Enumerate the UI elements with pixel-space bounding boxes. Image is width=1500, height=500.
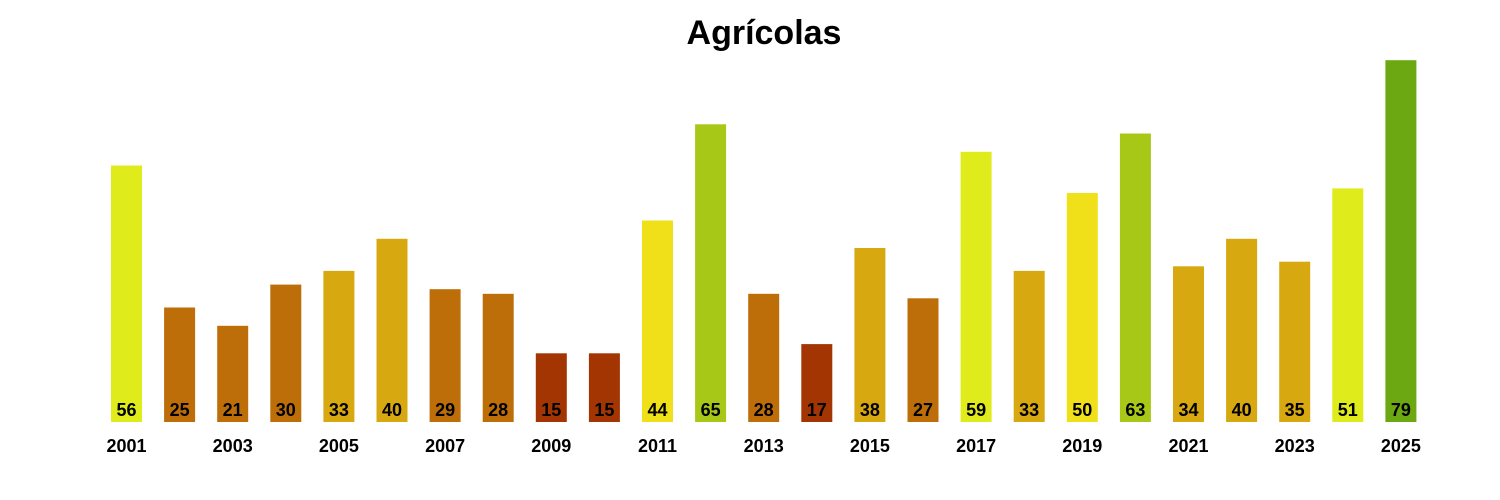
value-label-2024: 51 <box>1338 400 1358 420</box>
value-label-2001: 56 <box>116 400 136 420</box>
bar-2006 <box>376 238 408 422</box>
bar-2007 <box>429 289 461 422</box>
x-tick-label-2015: 2015 <box>850 436 890 456</box>
value-label-2013: 28 <box>754 400 774 420</box>
bar-2011 <box>642 220 673 422</box>
chart-title: Agrícolas <box>687 14 842 52</box>
value-label-2021: 34 <box>1178 400 1198 420</box>
value-label-2022: 40 <box>1232 400 1252 420</box>
x-tick-label-2021: 2021 <box>1168 436 1208 456</box>
x-tick-label-2001: 2001 <box>106 436 146 456</box>
value-label-2011: 44 <box>647 400 667 420</box>
value-label-2010: 15 <box>594 400 614 420</box>
value-label-2009: 15 <box>541 400 561 420</box>
x-tick-label-2013: 2013 <box>744 436 784 456</box>
bar-2013 <box>748 293 780 422</box>
value-label-2023: 35 <box>1285 400 1305 420</box>
bar-2008 <box>482 293 514 422</box>
bar-2023 <box>1279 261 1311 422</box>
x-tick-label-2017: 2017 <box>956 436 996 456</box>
bar-2010 <box>588 353 620 422</box>
bar-2024 <box>1332 188 1364 422</box>
value-label-2004: 30 <box>276 400 296 420</box>
value-label-2007: 29 <box>435 400 455 420</box>
value-label-2003: 21 <box>223 400 243 420</box>
x-tick-label-2005: 2005 <box>319 436 359 456</box>
bar-2021 <box>1173 266 1204 422</box>
x-tick-label-2023: 2023 <box>1275 436 1315 456</box>
x-tick-label-2009: 2009 <box>531 436 571 456</box>
x-tick-label-2019: 2019 <box>1062 436 1102 456</box>
bar-2025 <box>1385 60 1417 422</box>
value-label-2006: 40 <box>382 400 402 420</box>
bar-2016 <box>907 298 939 422</box>
value-label-2020: 63 <box>1125 400 1145 420</box>
bar-2004 <box>270 284 302 422</box>
x-tick-label-2003: 2003 <box>213 436 253 456</box>
x-tick-label-2007: 2007 <box>425 436 465 456</box>
value-label-2002: 25 <box>170 400 190 420</box>
bar-2012 <box>695 124 727 423</box>
bar-2002 <box>164 307 196 422</box>
value-label-2008: 28 <box>488 400 508 420</box>
bar-2017 <box>960 151 992 423</box>
bar-2022 <box>1226 238 1258 422</box>
value-label-2012: 65 <box>701 400 721 420</box>
value-label-2005: 33 <box>329 400 349 420</box>
bar-2001 <box>111 165 142 422</box>
value-label-2018: 33 <box>1019 400 1039 420</box>
value-label-2014: 17 <box>807 400 827 420</box>
bar-2014 <box>801 344 833 422</box>
value-label-2025: 79 <box>1391 400 1411 420</box>
bar-2015 <box>854 248 886 422</box>
bar-2018 <box>1013 270 1045 422</box>
value-labels-group: 56 25 21 30 33 40 29 28 15 15 44 65 28 17 38 27 59 33 50 63… <box>116 400 1410 420</box>
bar-2005 <box>323 270 355 422</box>
bars-group <box>111 60 1417 423</box>
bar-2009 <box>535 353 567 422</box>
value-label-2019: 50 <box>1072 400 1092 420</box>
bar-2003 <box>217 325 249 422</box>
bar-2020 <box>1119 133 1151 422</box>
x-tick-labels-group: 2001 2003 2005 2007 2009 2011 2013 2015 2017 2019… <box>106 436 1420 456</box>
x-tick-label-2025: 2025 <box>1381 436 1421 456</box>
value-label-2017: 59 <box>966 400 986 420</box>
value-label-2016: 27 <box>913 400 933 420</box>
value-label-2015: 38 <box>860 400 880 420</box>
x-tick-label-2011: 2011 <box>638 436 677 456</box>
bar-2019 <box>1066 193 1098 422</box>
